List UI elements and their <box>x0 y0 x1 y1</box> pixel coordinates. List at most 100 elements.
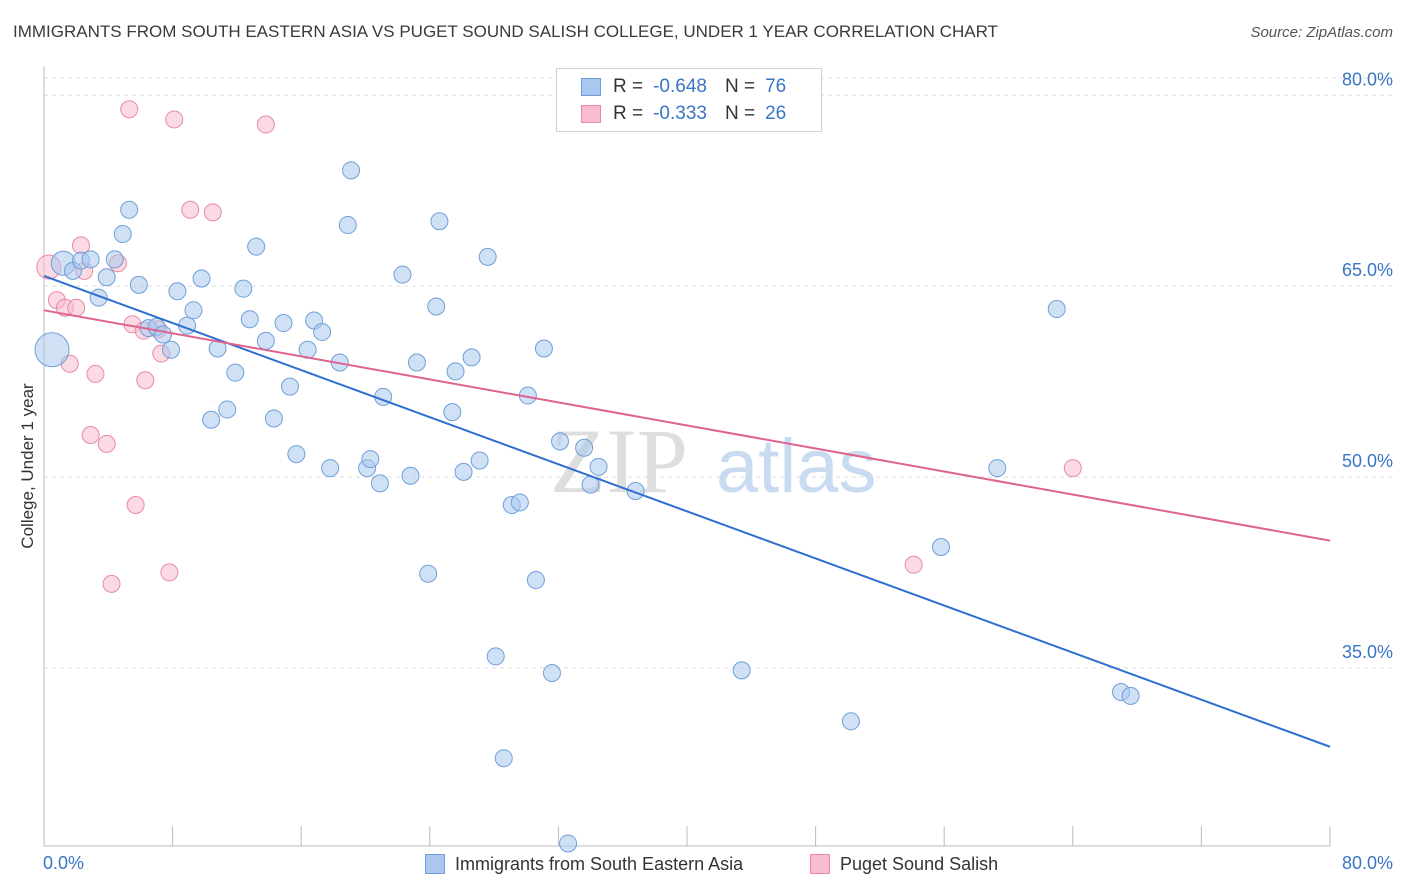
bottom-legend-swatch-pink <box>810 854 830 874</box>
point-south-eastern-asia <box>274 314 293 333</box>
point-south-eastern-asia <box>34 332 70 368</box>
y-tick-label: 65.0% <box>1342 260 1393 280</box>
point-south-eastern-asia <box>931 537 950 556</box>
point-puget-sound-salish <box>126 495 145 514</box>
trend-line-puget-sound-salish <box>43 309 1331 542</box>
axes <box>43 66 1331 847</box>
point-south-eastern-asia <box>626 481 645 500</box>
point-south-eastern-asia <box>589 457 608 476</box>
legend-n-label: N = <box>724 103 756 124</box>
point-south-eastern-asia <box>113 224 132 243</box>
point-puget-sound-salish <box>67 298 86 317</box>
point-south-eastern-asia <box>287 445 306 464</box>
point-south-eastern-asia <box>534 339 553 358</box>
watermark: ZIP atlas <box>550 410 877 512</box>
watermark-atlas: atlas <box>716 424 877 509</box>
point-south-eastern-asia <box>486 647 505 666</box>
point-south-eastern-asia <box>280 377 299 396</box>
point-south-eastern-asia <box>732 661 751 680</box>
point-south-eastern-asia <box>575 438 594 457</box>
series-puget-sound-salish <box>36 100 1082 593</box>
point-south-eastern-asia <box>338 216 357 235</box>
point-puget-sound-salish <box>136 371 155 390</box>
point-south-eastern-asia <box>407 353 426 372</box>
point-south-eastern-asia <box>184 301 203 320</box>
point-south-eastern-asia <box>446 362 465 381</box>
point-south-eastern-asia <box>89 288 108 307</box>
watermark-zip: ZIP <box>550 410 688 512</box>
legend-row-series2: R = -0.333 N = 26 <box>581 102 786 126</box>
series-south-eastern-asia <box>34 161 1140 853</box>
legend-swatch-pink <box>581 105 601 123</box>
point-south-eastern-asia <box>1047 300 1066 319</box>
point-south-eastern-asia <box>841 712 860 731</box>
point-south-eastern-asia <box>264 409 283 428</box>
point-south-eastern-asia <box>551 432 570 451</box>
point-south-eastern-asia <box>313 322 332 341</box>
point-south-eastern-asia <box>542 663 561 682</box>
y-tick-label: 50.0% <box>1342 451 1393 471</box>
x-tick-label: 80.0% <box>1342 853 1393 873</box>
point-south-eastern-asia <box>526 571 545 590</box>
point-puget-sound-salish <box>120 100 139 119</box>
point-south-eastern-asia <box>419 564 438 583</box>
point-south-eastern-asia <box>168 282 187 301</box>
point-south-eastern-asia <box>234 279 253 298</box>
point-south-eastern-asia <box>443 403 462 422</box>
point-south-eastern-asia <box>129 275 148 294</box>
point-south-eastern-asia <box>105 250 124 269</box>
point-puget-sound-salish <box>102 574 121 593</box>
legend-row-series1: R = -0.648 N = 76 <box>581 75 786 99</box>
point-south-eastern-asia <box>240 310 259 329</box>
legend-n-value: 76 <box>765 76 787 97</box>
point-puget-sound-salish <box>181 200 200 219</box>
chart-title: IMMIGRANTS FROM SOUTH EASTERN ASIA VS PU… <box>13 22 998 41</box>
point-south-eastern-asia <box>1121 686 1140 705</box>
point-south-eastern-asia <box>361 450 380 469</box>
x-tick-label: 0.0% <box>43 853 84 873</box>
point-south-eastern-asia <box>120 200 139 219</box>
point-south-eastern-asia <box>427 297 446 316</box>
trend-lines <box>43 275 1331 748</box>
point-puget-sound-salish <box>203 203 222 222</box>
bottom-legend-label: Immigrants from South Eastern Asia <box>455 853 744 874</box>
point-puget-sound-salish <box>904 555 923 574</box>
point-south-eastern-asia <box>462 348 481 367</box>
point-south-eastern-asia <box>256 331 275 350</box>
point-puget-sound-salish <box>97 434 116 453</box>
point-south-eastern-asia <box>494 749 513 768</box>
point-south-eastern-asia <box>192 269 211 288</box>
legend-r-label: R = <box>613 76 644 97</box>
point-south-eastern-asia <box>988 459 1007 478</box>
point-south-eastern-asia <box>470 451 489 470</box>
legend-r-value: -0.648 <box>653 76 707 97</box>
grid-lines <box>44 77 1392 669</box>
legend-r-value: -0.333 <box>653 103 707 124</box>
point-south-eastern-asia <box>478 247 497 266</box>
point-south-eastern-asia <box>153 325 172 344</box>
point-south-eastern-asia <box>510 493 529 512</box>
point-south-eastern-asia <box>202 410 221 429</box>
bottom-legend-label: Puget Sound Salish <box>840 853 999 874</box>
y-tick-label: 35.0% <box>1342 642 1393 662</box>
point-south-eastern-asia <box>393 265 412 284</box>
point-south-eastern-asia <box>97 268 116 287</box>
point-south-eastern-asia <box>218 400 237 419</box>
point-puget-sound-salish <box>160 563 179 582</box>
bottom-legend-swatch-blue <box>425 854 445 874</box>
point-south-eastern-asia <box>161 340 180 359</box>
point-south-eastern-asia <box>247 237 266 256</box>
trend-line-south-eastern-asia <box>43 275 1331 748</box>
point-south-eastern-asia <box>430 212 449 231</box>
point-puget-sound-salish <box>256 115 275 134</box>
legend-r-label: R = <box>613 103 644 124</box>
legend-swatch-blue <box>581 78 601 96</box>
point-south-eastern-asia <box>401 466 420 485</box>
point-south-eastern-asia <box>321 459 340 478</box>
bottom-legend-series1: Immigrants from South Eastern Asia <box>425 852 743 876</box>
bottom-legend-series2: Puget Sound Salish <box>810 852 998 876</box>
point-south-eastern-asia <box>559 834 578 853</box>
tick-labels: 80.0% 65.0% 50.0% 35.0% 0.0% 80.0% <box>43 69 1393 873</box>
legend-n-label: N = <box>724 76 756 97</box>
